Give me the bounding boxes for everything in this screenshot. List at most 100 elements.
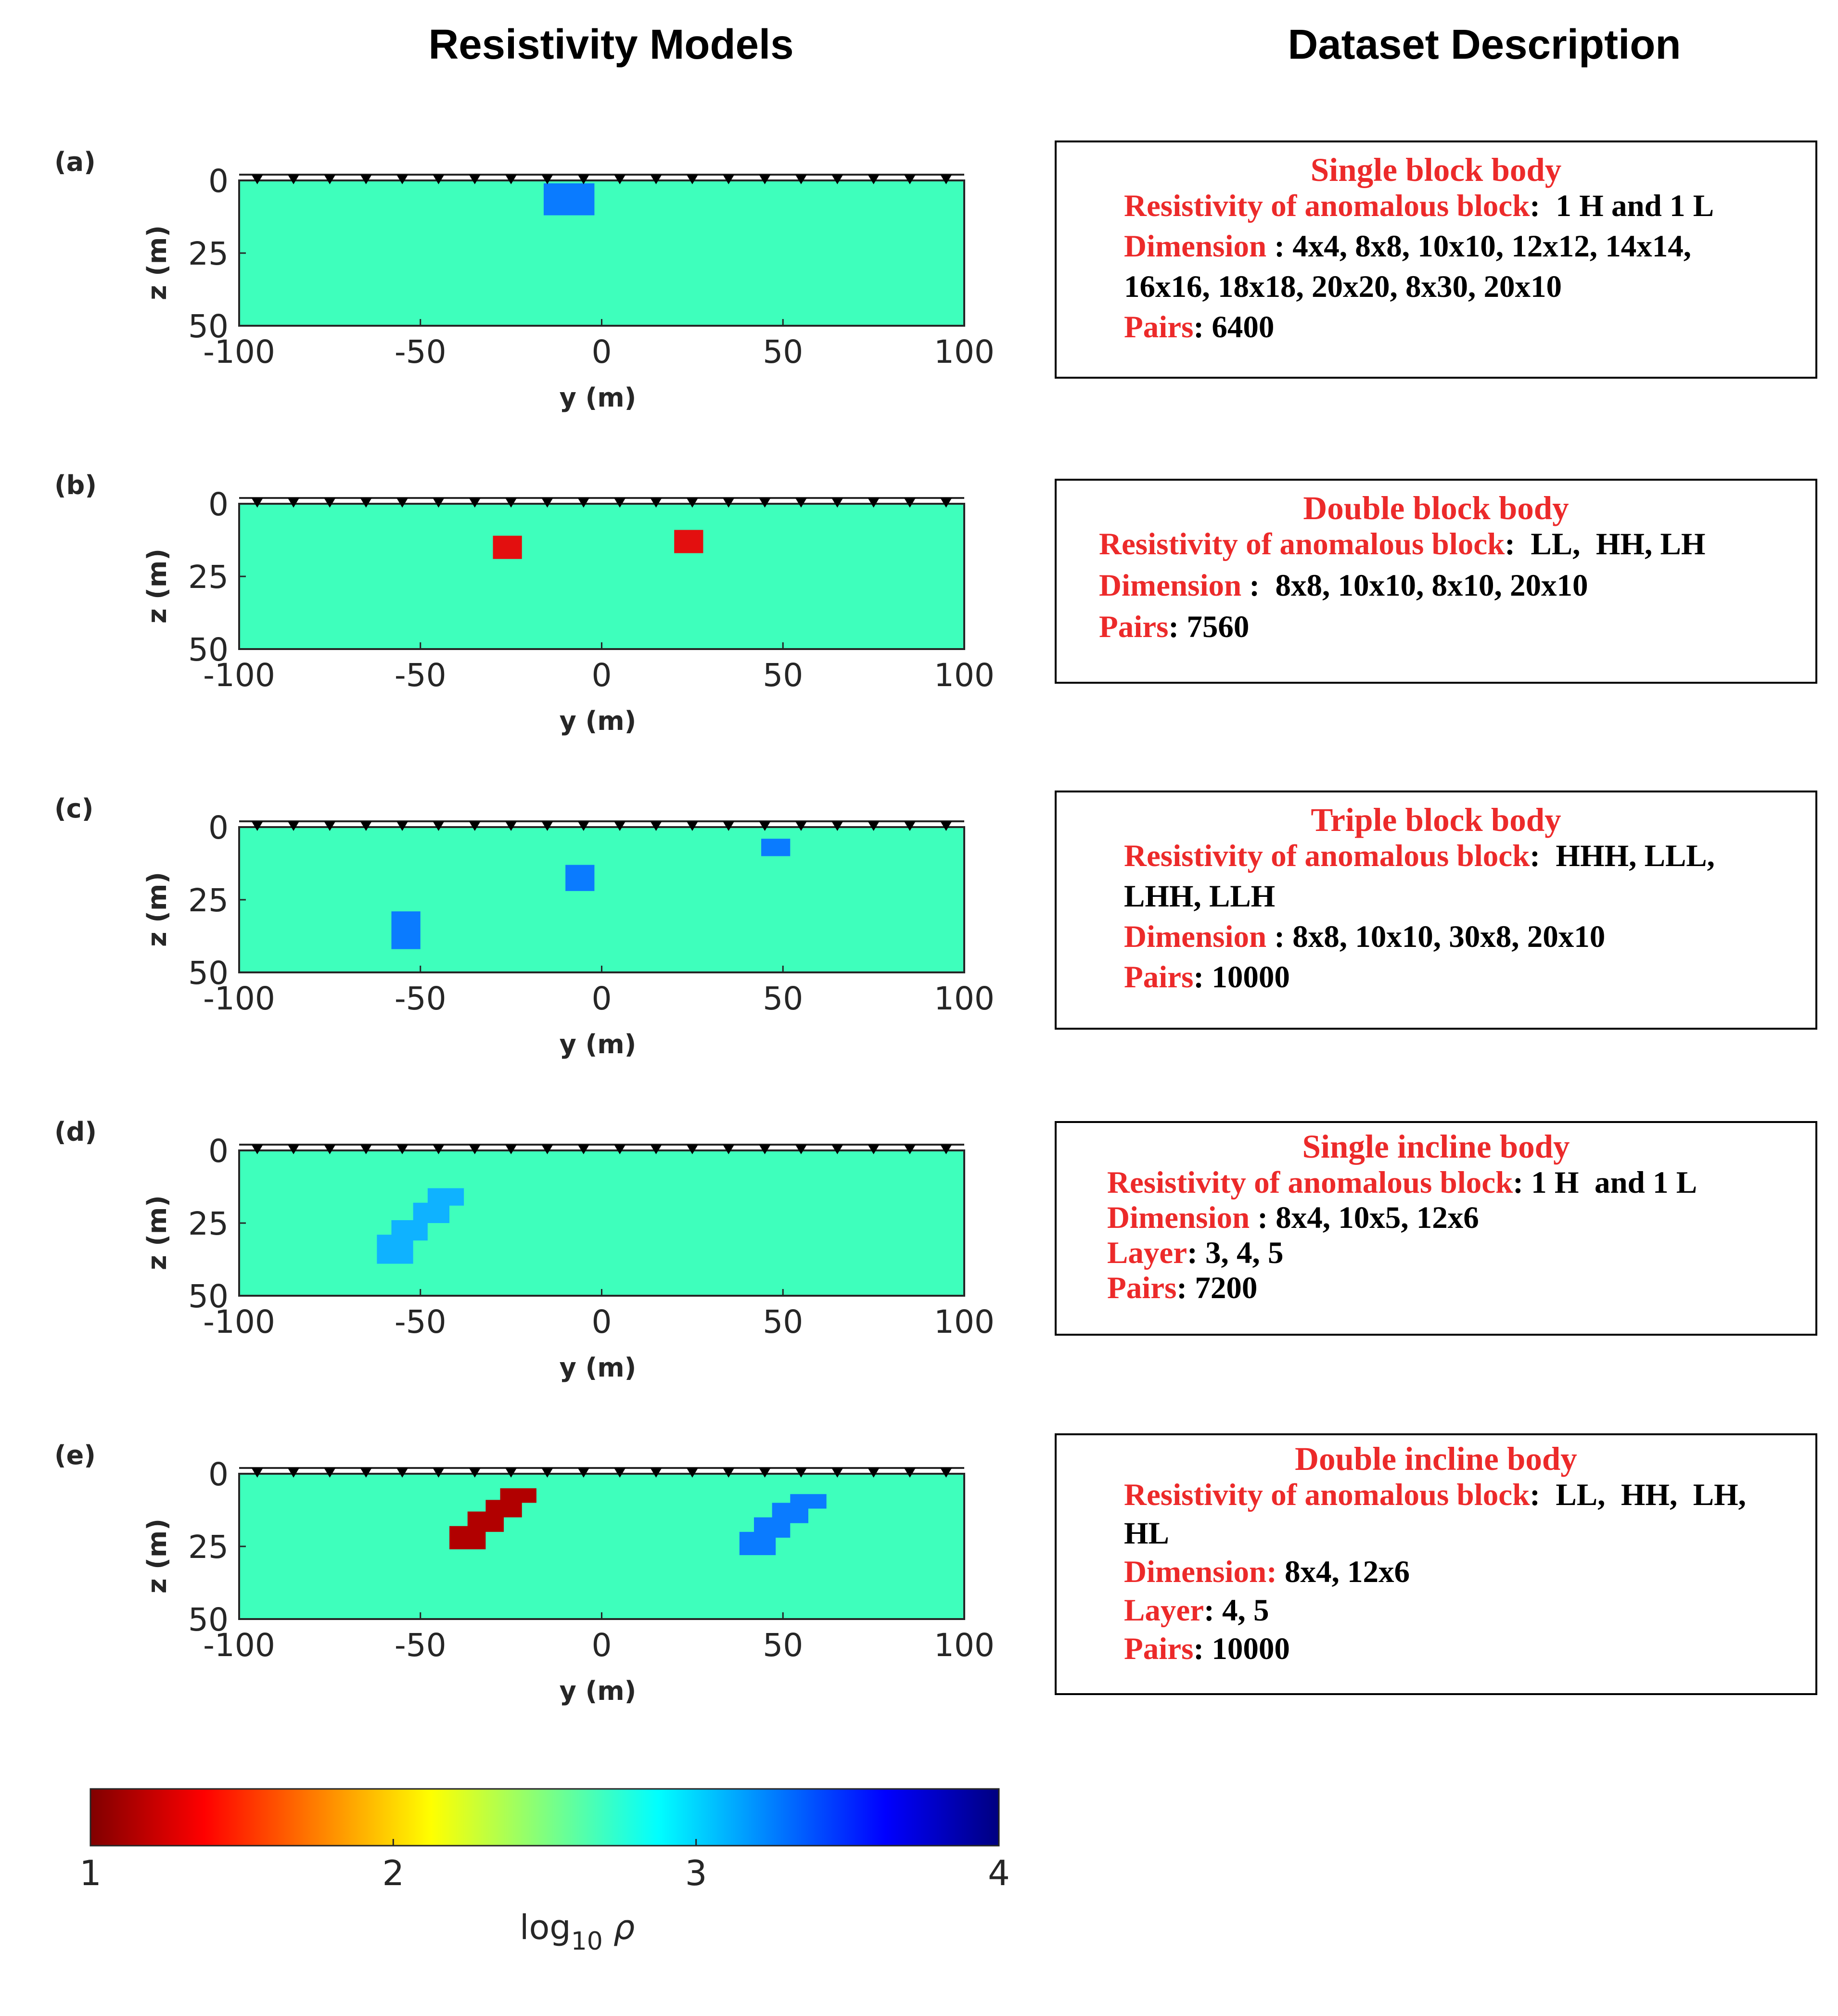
x-tick-label: -50	[395, 980, 447, 1017]
y-tick-label: 50	[188, 631, 229, 668]
electrode-marker	[795, 1468, 807, 1478]
y-axis-label: z (m)	[142, 1195, 172, 1270]
y-tick-label: 25	[188, 235, 229, 272]
description-line-value: : 3, 4, 5	[1187, 1236, 1284, 1270]
electrode-marker	[686, 1468, 698, 1478]
model-panels: -100 -50 0 50 100 0 25 50 y (m) z (m) (a) -100 -50 0 5…	[54, 147, 995, 1706]
y-tick-label: 25	[188, 559, 229, 596]
electrode-marker	[831, 1145, 843, 1154]
anomaly-block	[674, 530, 703, 553]
electrode-marker	[940, 1145, 952, 1154]
y-axis-label: z (m)	[142, 1518, 172, 1594]
electrode-marker	[505, 175, 517, 184]
electrode-marker	[288, 1145, 300, 1154]
description-line-label: Resistivity of anomalous block	[1124, 1478, 1530, 1512]
description-line: Resistivity of anomalous block: LL, HH, …	[1099, 529, 1705, 560]
x-tick-label: 50	[763, 1303, 803, 1340]
panel-id: (d)	[54, 1117, 97, 1147]
panel-background	[239, 1150, 964, 1296]
panel-c: -100 -50 0 50 100 0 25 50 y (m) z (m) (c)	[54, 793, 995, 1059]
description-line: Resistivity of anomalous block: 1 H and …	[1124, 191, 1714, 222]
description-line: Dimension : 8x4, 10x5, 12x6	[1107, 1202, 1479, 1234]
x-tick-label: 0	[592, 1303, 612, 1340]
description-line: HL	[1124, 1518, 1169, 1549]
x-tick-label: 0	[592, 980, 612, 1017]
description-line-label: Dimension	[1124, 919, 1267, 954]
electrode-marker	[868, 821, 880, 831]
y-tick-label: 50	[188, 955, 229, 992]
electrode-marker	[288, 175, 300, 184]
description-line-label: Dimension:	[1124, 1555, 1277, 1589]
description-line-value: : 1 H and 1 L	[1513, 1165, 1698, 1200]
y-axis-label: z (m)	[142, 872, 172, 947]
description-line: Pairs: 7200	[1107, 1273, 1257, 1304]
anomaly-block	[565, 865, 595, 891]
x-axis-label: y (m)	[560, 1353, 637, 1383]
x-tick-label: -50	[395, 333, 447, 370]
anomaly-block	[500, 1488, 536, 1503]
anomaly-block	[485, 1500, 522, 1518]
panel-background	[239, 180, 964, 326]
anomaly-block	[391, 911, 421, 949]
description-line-value: LHH, LLH	[1124, 879, 1276, 914]
electrode-marker	[360, 1468, 372, 1478]
electrode-marker	[904, 498, 916, 508]
y-tick-label: 25	[188, 1205, 229, 1242]
electrode-marker	[324, 821, 336, 831]
colorbar-tick-label: 4	[988, 1853, 1010, 1893]
electrode-marker	[469, 498, 481, 508]
description-line-value: : 1 H and 1 L	[1530, 189, 1714, 223]
y-tick-label: 50	[188, 308, 229, 345]
panel-d: -100 -50 0 50 100 0 25 50 y (m) z (m) (d)	[54, 1117, 995, 1383]
electrode-marker	[360, 175, 372, 184]
description-box: Single incline body Resistivity of anomal…	[1055, 1121, 1817, 1336]
electrode-marker	[360, 1145, 372, 1154]
electrode-marker	[614, 821, 626, 831]
electrode-marker	[469, 1468, 481, 1478]
description-line: Layer: 3, 4, 5	[1107, 1238, 1283, 1269]
anomaly-block	[427, 1188, 464, 1206]
electrode-marker	[251, 1468, 263, 1478]
electrode-marker	[831, 1468, 843, 1478]
description-header: Dataset Description	[1288, 21, 1681, 68]
electrode-marker	[396, 1468, 408, 1478]
description-line-label: Resistivity of anomalous block	[1124, 189, 1530, 223]
description-line-label: Resistivity of anomalous block	[1124, 839, 1530, 873]
description-line-value: 8x4, 12x6	[1276, 1555, 1410, 1589]
electrode-marker	[940, 1468, 952, 1478]
electrode-marker	[541, 1145, 553, 1154]
electrode-marker	[469, 175, 481, 184]
x-tick-label: 100	[934, 1303, 995, 1340]
x-tick-label: 100	[934, 333, 995, 370]
electrode-marker	[577, 821, 589, 831]
electrode-marker	[650, 1468, 662, 1478]
electrode-marker	[505, 821, 517, 831]
panel-background	[239, 504, 964, 649]
electrode-marker	[324, 175, 336, 184]
electrode-marker	[650, 1145, 662, 1154]
electrode-marker	[251, 1145, 263, 1154]
electrode-marker	[759, 1145, 771, 1154]
y-tick-label: 0	[208, 163, 229, 200]
electrode-marker	[868, 1145, 880, 1154]
description-line-value: : 6400	[1193, 310, 1275, 345]
description-line-value: : 8x4, 10x5, 12x6	[1250, 1200, 1479, 1235]
x-axis-label: y (m)	[560, 383, 637, 413]
description-line-label: Pairs	[1107, 1271, 1177, 1305]
models-header: Resistivity Models	[428, 21, 793, 68]
anomaly-block	[543, 183, 595, 216]
description-line: Resistivity of anomalous block: HHH, LLL…	[1124, 841, 1715, 872]
electrode-marker	[723, 175, 735, 184]
description-line-label: Pairs	[1099, 610, 1169, 644]
electrode-marker	[940, 175, 952, 184]
electrode-marker	[360, 821, 372, 831]
anomaly-block	[413, 1202, 450, 1223]
y-tick-label: 0	[208, 809, 229, 846]
description-line-value: : 10000	[1193, 1632, 1290, 1666]
electrode-marker	[795, 821, 807, 831]
description-box: Double block body Resistivity of anomalou…	[1055, 479, 1817, 684]
description-line: Pairs: 7560	[1099, 612, 1249, 643]
y-tick-label: 0	[208, 486, 229, 523]
electrode-marker	[868, 175, 880, 184]
panel-background	[239, 1474, 964, 1619]
